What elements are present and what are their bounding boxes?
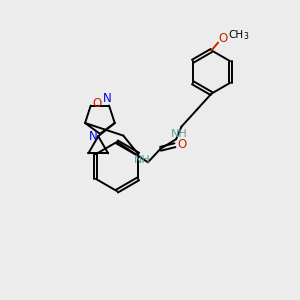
Text: N: N	[89, 130, 98, 143]
Text: N: N	[103, 92, 112, 106]
Text: O: O	[93, 97, 102, 110]
Text: NH: NH	[171, 129, 188, 139]
Text: NH: NH	[134, 155, 151, 165]
Text: 3: 3	[244, 32, 249, 41]
Text: O: O	[218, 32, 227, 46]
Text: CH: CH	[229, 30, 244, 40]
Text: O: O	[177, 138, 186, 151]
